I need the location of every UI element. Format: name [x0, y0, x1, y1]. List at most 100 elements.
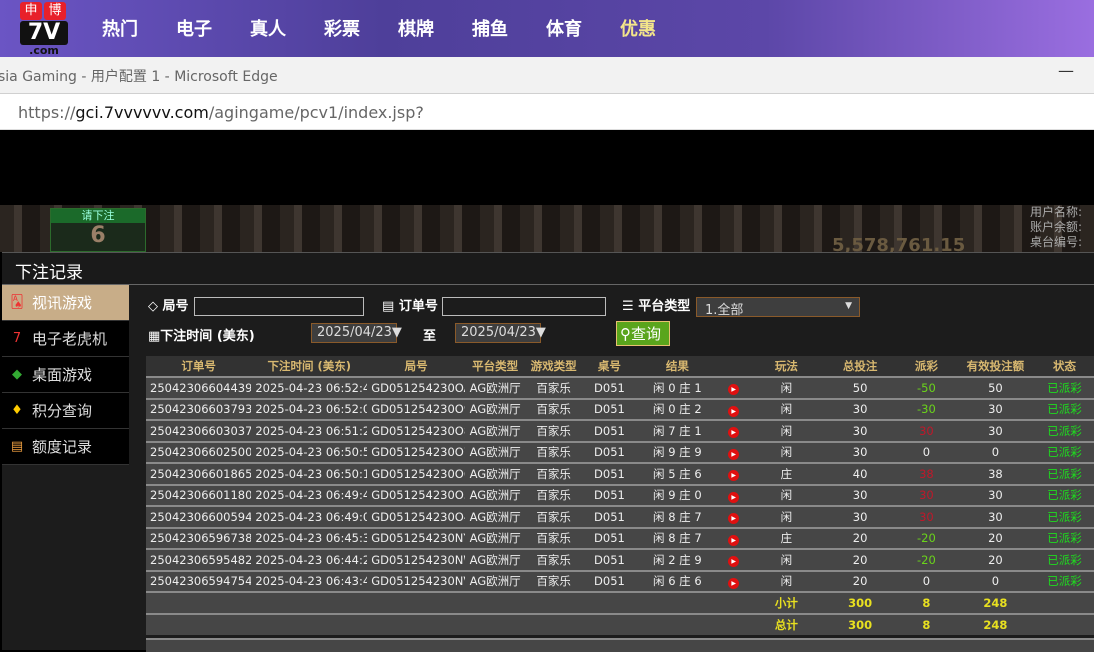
- user-info: 用户名称: 账户余额: 桌台编号:: [1030, 205, 1082, 250]
- sidebar-item[interactable]: 7 电子老虎机: [2, 321, 129, 357]
- table-cell: 百家乐: [525, 462, 583, 485]
- sidebar-item[interactable]: 🂡 视讯游戏: [2, 285, 129, 321]
- total-payout: 8: [896, 612, 956, 635]
- platform-select[interactable]: 1.全部 ▼: [696, 297, 860, 318]
- nav-item[interactable]: 热门: [102, 19, 138, 40]
- platform-label-text: 平台类型: [638, 299, 691, 314]
- nav-item[interactable]: 棋牌: [398, 19, 434, 40]
- table-cell: 250423065947544: [146, 569, 252, 592]
- panel-title: 下注记录: [2, 253, 1094, 285]
- play-video-icon[interactable]: ▶: [728, 513, 740, 525]
- table-cell: 2025-04-23 06:44:27: [251, 548, 368, 571]
- table-cell: -30: [896, 397, 956, 420]
- table-cell: -50: [896, 376, 956, 399]
- sidebar-item[interactable]: ▤ 额度记录: [2, 429, 129, 465]
- column-header: 玩法: [749, 356, 824, 377]
- column-header: 总投注: [823, 356, 897, 377]
- total-row: 总计 300 8 248: [146, 612, 1094, 635]
- query-button[interactable]: ⚲查询: [616, 321, 670, 346]
- order-input[interactable]: [442, 297, 606, 316]
- table-cell: 0: [955, 440, 1035, 463]
- table-footer: [146, 638, 1094, 652]
- table-row: 250423066025000 2025-04-23 06:50:51 GD0512…: [146, 440, 1094, 463]
- table-cell: 2025-04-23 06:52:07: [251, 397, 368, 420]
- date-from-select[interactable]: 2025/04/23▼: [311, 323, 402, 343]
- table-cell: 闲: [749, 397, 824, 420]
- play-video-icon[interactable]: ▶: [728, 427, 740, 439]
- play-video-icon[interactable]: ▶: [728, 577, 740, 589]
- column-header: 结果: [636, 356, 718, 377]
- table-number-label: 桌台编号:: [1030, 235, 1083, 249]
- site-logo[interactable]: 申博 7V .com: [20, 2, 68, 56]
- sidebar-item-label: 额度记录: [32, 438, 93, 456]
- nav-item[interactable]: 捕鱼: [472, 19, 508, 40]
- table-cell: 30: [955, 419, 1035, 442]
- nav-item[interactable]: 彩票: [324, 19, 360, 40]
- play-video-icon[interactable]: ▶: [728, 556, 740, 568]
- empty-cell: [1034, 591, 1094, 614]
- table-cell: AG欧洲厅: [465, 548, 526, 571]
- table-cell: 已派彩: [1034, 376, 1094, 399]
- table-cell: 250423066037931: [146, 397, 252, 420]
- diamond-icon: ♦: [11, 403, 23, 418]
- empty-cell: [525, 612, 583, 635]
- url-text[interactable]: https://gci.7vvvvvv.com/agingame/pcv1/in…: [18, 103, 424, 122]
- play-video-icon[interactable]: ▶: [728, 405, 740, 417]
- table-cell: 250423066011802: [146, 483, 252, 506]
- nav-item[interactable]: 体育: [546, 19, 582, 40]
- bet-table: 订单号 下注时间 (美东) 局号 平台类型 游戏类型 桌号 结果 玩法 总投注 派彩 有效投注额 状态…: [146, 356, 1094, 635]
- play-video-icon[interactable]: ▶: [728, 491, 740, 503]
- url-host: gci.7vvvvvv.com: [75, 103, 209, 122]
- subtotal-total-bet: 300: [823, 591, 897, 614]
- replay-cell: ▶: [717, 376, 750, 399]
- bet-record-panel: 下注记录 🂡 视讯游戏 7 电子老虎机 ◆ 桌面游戏 ♦ 积分查询 ▤ 额度记录 ◇ 局号 ▤ 订…: [2, 252, 1094, 652]
- countdown-value: 6: [90, 223, 106, 248]
- logo-text: 7V: [20, 21, 68, 45]
- table-cell: 30: [896, 483, 956, 506]
- nav-item[interactable]: 优惠: [620, 19, 656, 40]
- table-cell: D051: [582, 483, 637, 506]
- table-cell: 百家乐: [525, 548, 583, 571]
- table-row: 250423066037931 2025-04-23 06:52:07 GD0512…: [146, 397, 1094, 420]
- table-cell: AG欧洲厅: [465, 462, 526, 485]
- table-cell: 250423066030370: [146, 419, 252, 442]
- table-cell: D051: [582, 569, 637, 592]
- table-cell: 庄: [749, 462, 824, 485]
- nav-item[interactable]: 电子: [176, 19, 212, 40]
- window-title: sia Gaming - 用户配置 1 - Microsoft Edge: [0, 69, 278, 85]
- play-video-icon[interactable]: ▶: [728, 534, 740, 546]
- table-cell: 30: [896, 419, 956, 442]
- browser-titlebar: sia Gaming - 用户配置 1 - Microsoft Edge —: [0, 57, 1094, 94]
- column-header: 订单号: [146, 356, 252, 377]
- play-video-icon[interactable]: ▶: [728, 448, 740, 460]
- play-video-icon[interactable]: ▶: [728, 384, 740, 396]
- table-cell: 30: [823, 505, 897, 528]
- table-cell: 2025-04-23 06:52:41: [251, 376, 368, 399]
- date-to-select[interactable]: 2025/04/23▼: [455, 323, 546, 343]
- sidebar-item-label: 电子老虎机: [32, 330, 108, 348]
- table-game-icon: ◆: [12, 367, 22, 382]
- query-label: 查询: [631, 325, 662, 343]
- user-name-label: 用户名称:: [1030, 205, 1083, 219]
- round-input[interactable]: [194, 297, 364, 316]
- replay-cell: ▶: [717, 397, 750, 420]
- table-cell: GD051254230O9: [367, 397, 466, 420]
- sidebar-item[interactable]: ♦ 积分查询: [2, 393, 129, 429]
- bet-countdown: 请下注 6: [50, 208, 146, 252]
- table-row: 250423066044391 2025-04-23 06:52:41 GD0512…: [146, 376, 1094, 399]
- table-cell: 0: [896, 440, 956, 463]
- empty-cell: [367, 612, 466, 635]
- sidebar-item[interactable]: ◆ 桌面游戏: [2, 357, 129, 393]
- address-bar[interactable]: https://gci.7vvvvvv.com/agingame/pcv1/in…: [0, 94, 1094, 130]
- empty-cell: [465, 591, 526, 614]
- table-cell: D051: [582, 397, 637, 420]
- table-cell: 30: [955, 397, 1035, 420]
- subtotal-payout: 8: [896, 591, 956, 614]
- minimize-button[interactable]: —: [1058, 61, 1074, 80]
- game-background: 请下注 6 用户名称: 账户余额: 桌台编号: 5,578,761.15: [0, 205, 1094, 252]
- empty-cell: [717, 612, 750, 635]
- table-cell: 百家乐: [525, 505, 583, 528]
- nav-item[interactable]: 真人: [250, 19, 286, 40]
- play-video-icon[interactable]: ▶: [728, 470, 740, 482]
- calendar-icon: ▦: [148, 329, 161, 344]
